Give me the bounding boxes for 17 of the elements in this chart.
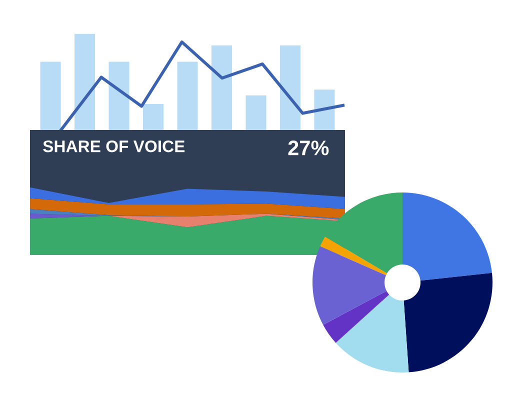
bar: [211, 45, 232, 130]
bar: [74, 34, 96, 130]
donut-slice: [312, 246, 387, 325]
donut-slice: [336, 294, 409, 372]
bar: [280, 45, 300, 130]
bar: [177, 62, 198, 130]
bar: [246, 95, 266, 130]
donut-slice: [320, 236, 388, 276]
bar: [40, 62, 61, 130]
bar: [142, 104, 164, 130]
bar: [314, 90, 335, 130]
text: 27%: [288, 140, 329, 156]
chart-title: SHARE OF VOICE: [43, 140, 185, 152]
donut-slice: [404, 272, 492, 372]
donut-slice: [402, 192, 492, 281]
donut-slice: [323, 290, 390, 343]
bar: [108, 62, 130, 130]
